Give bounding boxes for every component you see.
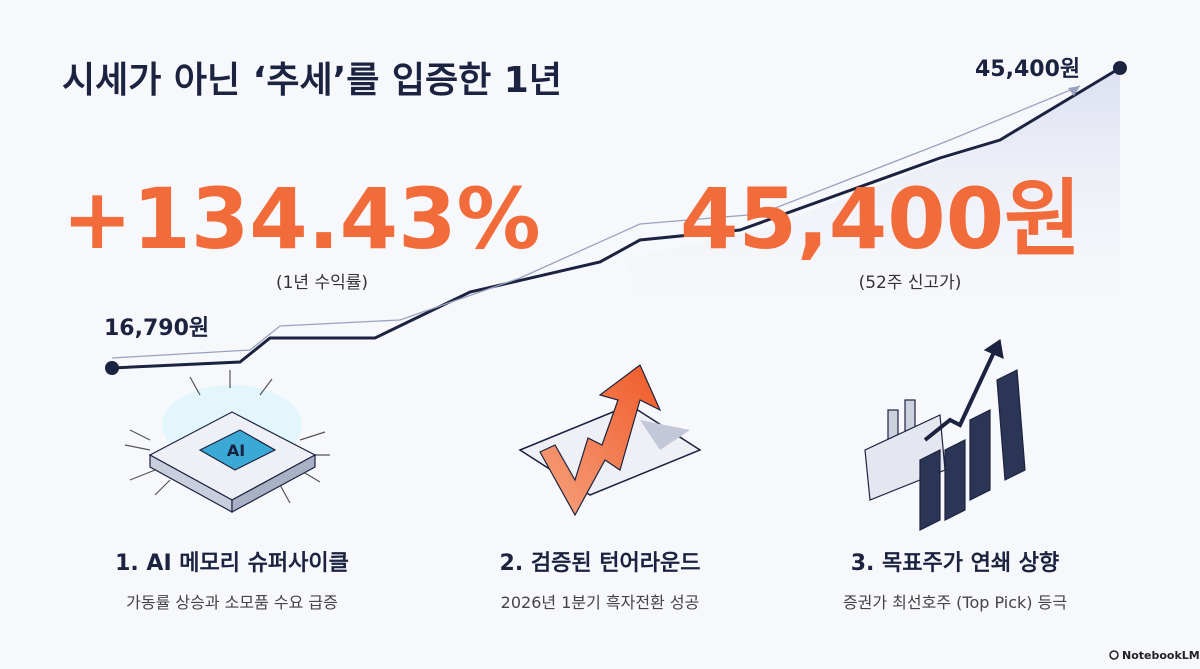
factory-icon bbox=[864, 338, 1026, 531]
svg-text:AI: AI bbox=[227, 441, 245, 460]
chip-icon: AI bbox=[124, 370, 330, 514]
trend-arrow bbox=[1068, 86, 1080, 96]
end-label: 45,400원 bbox=[975, 57, 1080, 82]
item-title: 1. AI 메모리 슈퍼사이클 bbox=[115, 551, 349, 576]
item-title: 2. 검증된 턴어라운드 bbox=[500, 551, 701, 576]
start-label: 16,790원 bbox=[104, 316, 209, 341]
brand-logo bbox=[1109, 650, 1119, 660]
arrow-icon bbox=[518, 364, 702, 517]
trend-line bbox=[111, 66, 1121, 370]
trend-line-thin bbox=[111, 85, 1081, 359]
start-dot bbox=[105, 361, 119, 375]
title: 시세가 아닌 ‘추세’를 입증한 1년 bbox=[62, 60, 562, 101]
stat-value: 45,400원 bbox=[680, 170, 1081, 268]
item-desc: 증권가 최선호주 (Top Pick) 등극 bbox=[843, 593, 1067, 612]
item-desc: 2026년 1분기 흑자전환 성공 bbox=[501, 593, 700, 612]
stat-caption: (1년 수익률) bbox=[276, 273, 368, 293]
item-desc: 가동률 상승과 소모품 수요 급증 bbox=[126, 593, 338, 612]
end-dot bbox=[1113, 61, 1127, 75]
item-title: 3. 목표주가 연쇄 상향 bbox=[851, 551, 1060, 576]
brand: NotebookLM bbox=[1122, 649, 1200, 662]
stat-caption: (52주 신고가) bbox=[859, 273, 962, 293]
trend-area bbox=[630, 68, 1120, 340]
stat-value: +134.43% bbox=[62, 170, 541, 268]
